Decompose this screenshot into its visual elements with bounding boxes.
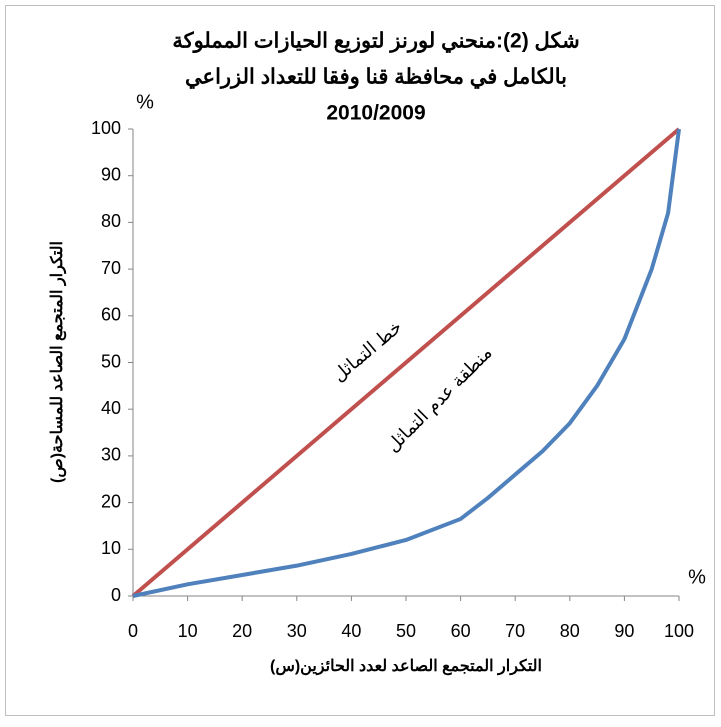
y-tick-label: 50 (101, 351, 121, 371)
x-tick-label: 30 (287, 621, 307, 641)
chart-frame (5, 5, 715, 716)
x-axis-label: التكرار المتجمع الصاعد لعدد الحائزين(س) (270, 658, 542, 676)
y-tick-label: 80 (101, 211, 121, 231)
x-tick-label: 90 (614, 621, 634, 641)
x-tick-label: 100 (664, 621, 694, 641)
y-tick-label: 30 (101, 445, 121, 465)
y-tick-label: 10 (101, 538, 121, 558)
x-tick-label: 20 (232, 621, 252, 641)
chart-title: بالكامل في محافظة قنا وفقا للتعداد الزرا… (185, 66, 567, 90)
x-tick-label: 60 (451, 621, 471, 641)
x-tick-label: 40 (341, 621, 361, 641)
x-tick-label: 50 (396, 621, 416, 641)
y-tick-label: 90 (101, 164, 121, 184)
y-tick-label: 60 (101, 305, 121, 325)
series-line (131, 127, 681, 598)
annotation: % (136, 91, 154, 113)
y-tick-label: 40 (101, 398, 121, 418)
y-tick-label: 20 (101, 491, 121, 511)
x-tick-label: 10 (178, 621, 198, 641)
x-tick-label: 0 (128, 621, 138, 641)
y-tick-label: 0 (111, 585, 121, 605)
chart-title: 2010/2009 (326, 102, 425, 125)
x-tick-label: 80 (560, 621, 580, 641)
y-tick-label: 70 (101, 258, 121, 278)
y-tick-label: 100 (91, 118, 121, 138)
chart-title: شكل (2):منحني لورنز لتوزيع الحيازات المم… (172, 30, 579, 54)
x-tick-label: 70 (505, 621, 525, 641)
series-line (132, 128, 681, 598)
annotation: % (688, 566, 706, 588)
y-axis-label: التكرار المتجمع الصاعد للمساحة(ص) (49, 241, 67, 483)
